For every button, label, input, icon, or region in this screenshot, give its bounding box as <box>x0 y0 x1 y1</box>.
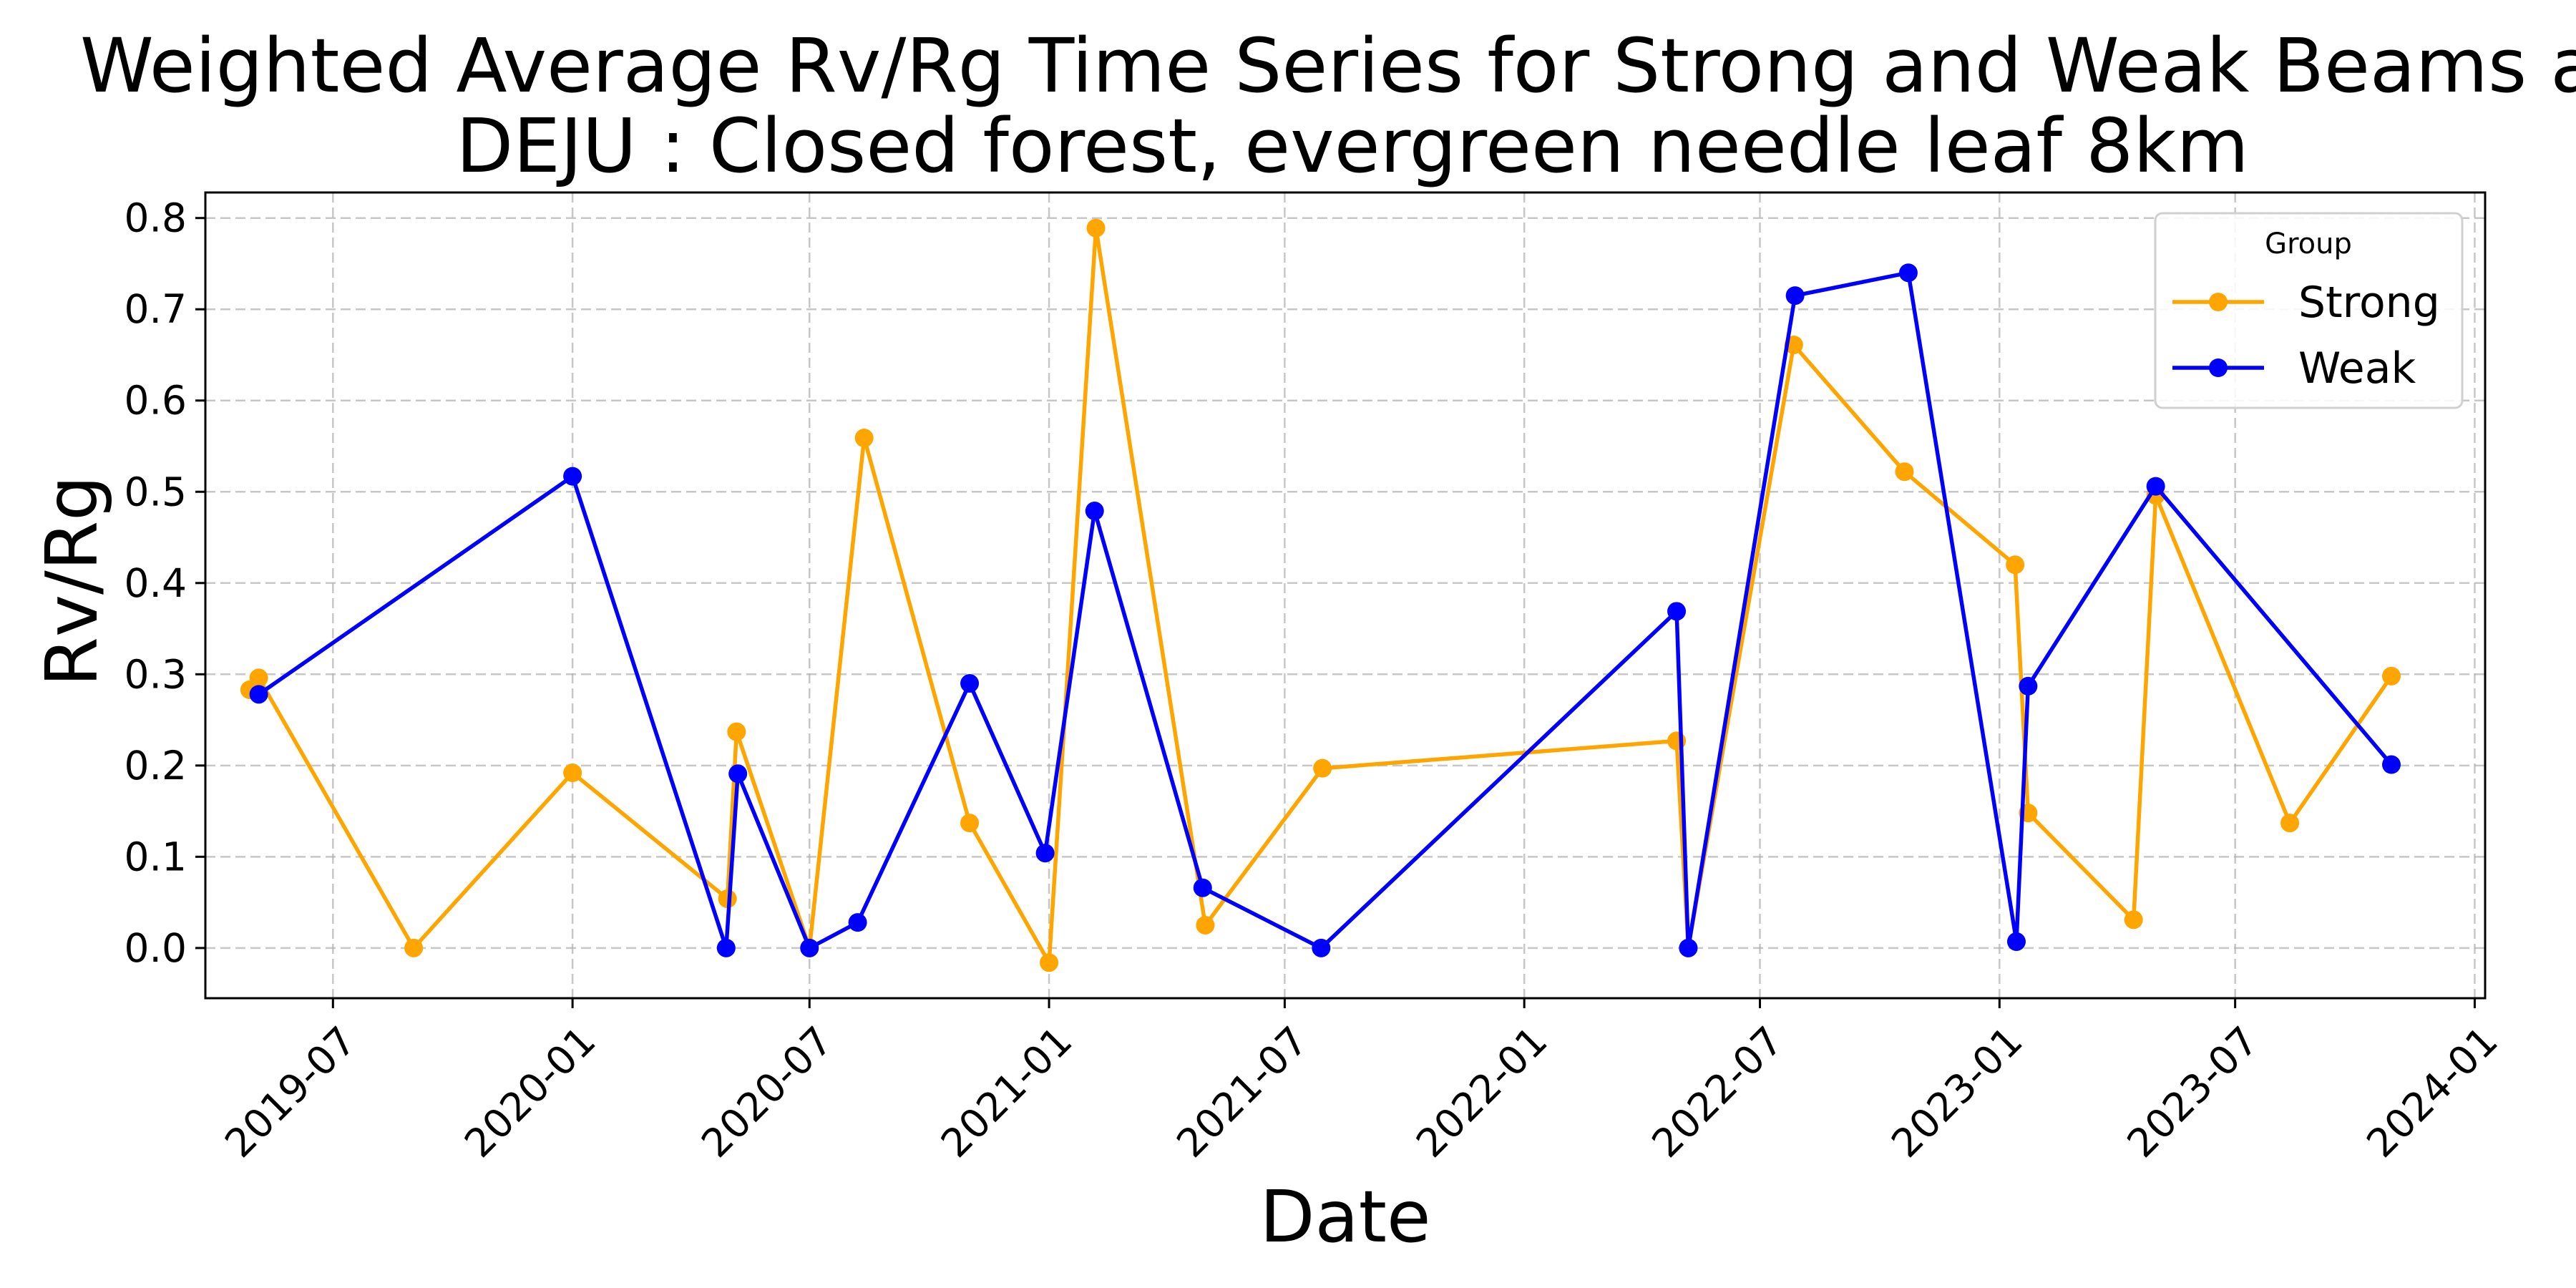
data-point-strong <box>960 814 980 833</box>
data-point-weak <box>1312 938 1331 957</box>
data-point-weak <box>800 938 819 957</box>
y-tick-label: 0.0 <box>125 925 187 971</box>
tick-layer: 0.0 0.1 0.2 0.3 0.4 0.5 0.6 0.7 0.8 2019-07 2020-0… <box>125 195 2507 1166</box>
legend-label-strong: Strong <box>2298 278 2440 328</box>
x-tick-label: 2022-01 <box>1407 1018 1556 1166</box>
data-point-strong <box>1040 953 1059 972</box>
data-point-weak <box>1785 286 1805 306</box>
data-point-weak <box>1679 938 1698 957</box>
data-point-weak <box>563 467 582 486</box>
data-point-strong <box>1313 758 1332 778</box>
y-tick-label: 0.5 <box>125 469 187 514</box>
data-point-strong <box>854 429 874 448</box>
y-tick-label: 0.1 <box>125 834 187 879</box>
legend-label-weak: Weak <box>2298 343 2416 394</box>
plot-area-frame <box>204 191 2487 1000</box>
data-point-weak <box>1898 263 1918 283</box>
legend-marker-weak <box>2209 358 2228 377</box>
series-weak <box>249 263 2401 957</box>
data-point-strong <box>727 722 746 741</box>
data-point-strong <box>2381 666 2401 686</box>
data-point-weak <box>2381 755 2401 774</box>
data-point-weak <box>848 913 867 932</box>
series-strong <box>240 218 2401 972</box>
data-point-strong <box>1196 915 1215 935</box>
legend: Group Strong Weak <box>2154 212 2464 409</box>
data-point-strong <box>404 938 424 957</box>
chart-title-line-2: DEJU : Closed forest, evergreen needle l… <box>456 102 2249 190</box>
legend-marker-strong <box>2209 293 2228 311</box>
x-tick-label: 2021-01 <box>932 1018 1081 1166</box>
data-point-strong <box>1895 462 1914 482</box>
chart-title-line-1: Weighted Average Rv/Rg Time Series for S… <box>80 22 2576 109</box>
data-point-weak <box>2146 477 2165 496</box>
data-point-weak <box>2006 932 2026 951</box>
data-point-weak <box>1085 502 1104 521</box>
grid <box>205 192 2485 998</box>
x-tick-label: 2019-07 <box>216 1018 365 1166</box>
data-point-weak <box>728 764 748 784</box>
x-axis-label: Date <box>1259 1175 1430 1259</box>
x-tick-label: 2020-07 <box>693 1018 841 1166</box>
data-point-strong <box>249 668 268 688</box>
data-point-strong <box>2124 910 2143 930</box>
x-tick-label: 2023-01 <box>1883 1018 2031 1166</box>
data-point-strong <box>2280 814 2300 833</box>
x-tick-label: 2022-07 <box>1643 1018 1792 1166</box>
series-line-weak <box>256 270 2394 950</box>
legend-title: Group <box>2265 228 2352 260</box>
chart-title: Weighted Average Rv/Rg Time Series for S… <box>80 22 2576 190</box>
y-tick-label: 0.3 <box>125 651 187 697</box>
data-point-weak <box>716 938 736 957</box>
series-line-strong <box>248 225 2394 965</box>
series-layer <box>240 218 2401 972</box>
legend-box <box>2154 212 2464 409</box>
x-tick-label: 2023-07 <box>2118 1018 2267 1166</box>
x-tick-label: 2024-01 <box>2358 1018 2507 1166</box>
data-point-strong <box>563 763 582 783</box>
x-tick-label: 2020-01 <box>456 1018 605 1166</box>
data-point-strong <box>718 889 737 909</box>
data-point-strong <box>1086 218 1106 238</box>
y-axis-label: Rv/Rg <box>30 475 114 686</box>
data-point-weak <box>2019 676 2038 696</box>
data-point-weak <box>1035 844 1055 863</box>
y-tick-label: 0.6 <box>125 378 187 424</box>
x-tick-label: 2021-07 <box>1168 1018 1317 1166</box>
legend-entries: Strong Weak <box>2172 278 2440 394</box>
data-point-weak <box>1193 878 1212 897</box>
y-tick-label: 0.4 <box>125 560 187 606</box>
data-point-strong <box>2006 555 2025 575</box>
data-point-weak <box>1667 602 1687 621</box>
data-point-weak <box>960 674 980 693</box>
y-tick-label: 0.8 <box>125 195 187 241</box>
data-point-weak <box>249 685 268 704</box>
y-tick-label: 0.7 <box>125 286 187 332</box>
y-tick-label: 0.2 <box>125 743 187 789</box>
